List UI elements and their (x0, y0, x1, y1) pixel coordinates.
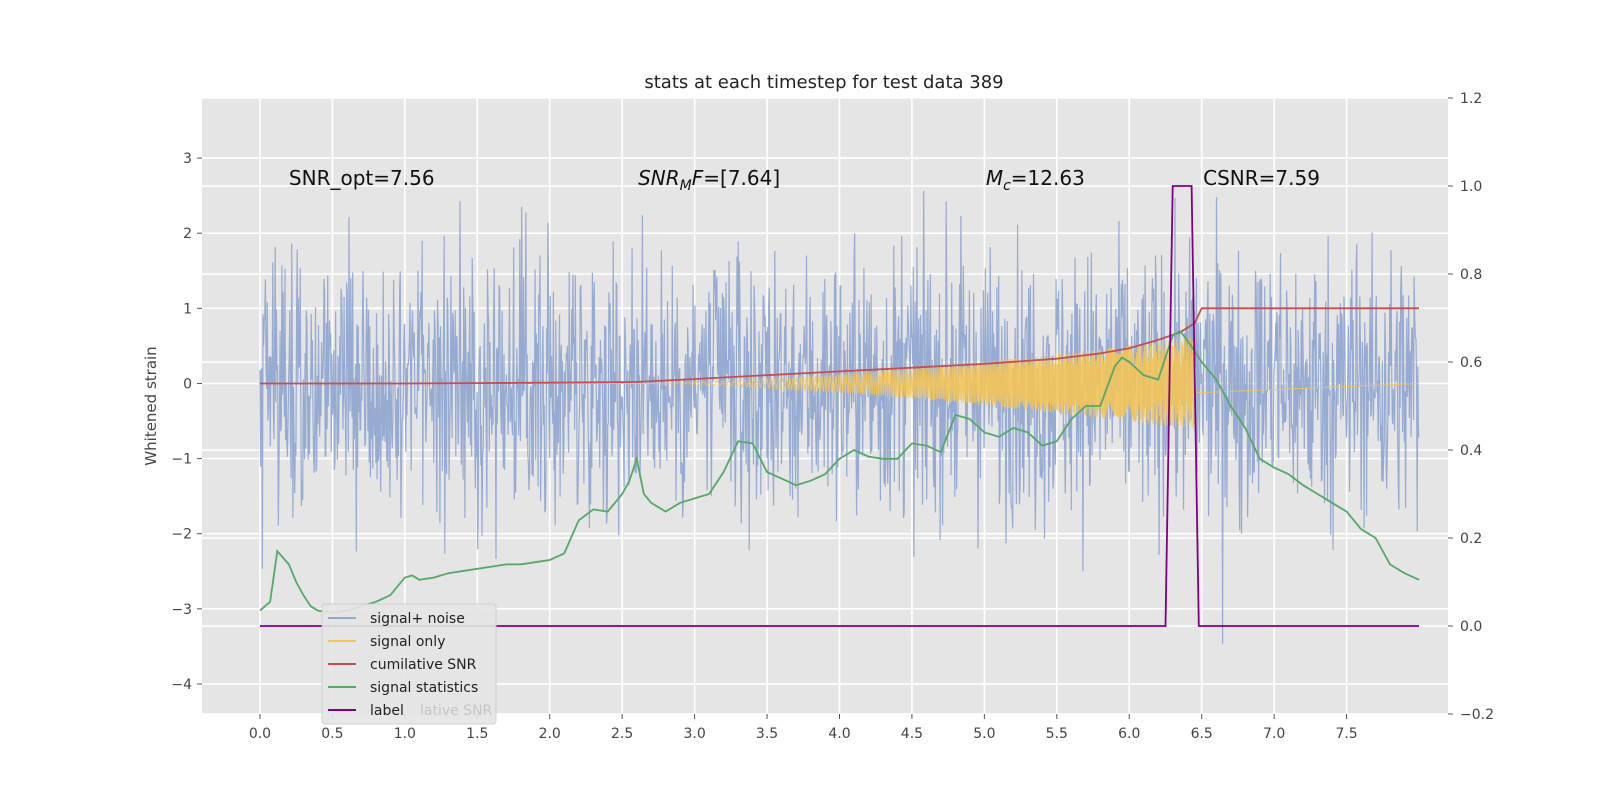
legend-hidden-text: lative SNR (420, 703, 493, 719)
x-tick-label: 6.5 (1191, 726, 1213, 742)
legend: signal+ noise signal only cumilative SNR si… (321, 603, 497, 725)
x-tick-label: 3.5 (756, 726, 778, 742)
annotation: SNR_opt=7.56 (289, 166, 435, 190)
x-tick-label: 4.0 (828, 726, 850, 742)
y-axis-label: Whitened strain (142, 346, 160, 465)
legend-box (321, 603, 497, 725)
annotation: CSNR=7.59 (1203, 166, 1320, 190)
series-line-signal-statistics (259, 330, 1420, 614)
series-lines (259, 185, 1420, 627)
x-tick-label: 1.5 (466, 726, 488, 742)
y2-tick-label: 1.0 (1460, 179, 1482, 195)
x-tick-label: 3.0 (683, 726, 705, 742)
y-axis-left: 3 2 1 0 −1 −2 −3 −4 (171, 151, 202, 693)
y-tick-label: −1 (171, 452, 192, 468)
y-tick-label: 0 (183, 376, 192, 392)
y2-tick-label: 0.8 (1460, 267, 1482, 283)
y2-tick-label: −0.2 (1460, 707, 1494, 723)
x-axis: 0.0 0.5 1.0 1.5 2.0 2.5 3.0 3.5 4.0 4.5 5.0 5.5 6.0 6… (249, 714, 1358, 742)
legend-entry: cumilative SNR (370, 657, 477, 673)
x-tick-label: 1.0 (394, 726, 416, 742)
x-tick-label: 6.0 (1118, 726, 1140, 742)
annotation-part: M (680, 178, 692, 194)
series-line-label (260, 185, 1419, 627)
x-tick-label: 7.0 (1263, 726, 1285, 742)
y-axis-right: 1.2 1.0 0.8 0.6 0.4 0.2 0.0 −0.2 (1448, 91, 1494, 723)
x-tick-label: 4.5 (901, 726, 923, 742)
annotation-part: SNR_opt=7.56 (289, 166, 435, 190)
y-tick-label: −3 (171, 602, 192, 618)
annotation-part: F (692, 166, 704, 190)
x-tick-label: 0.0 (249, 726, 271, 742)
y2-tick-label: 1.2 (1460, 91, 1482, 107)
chart-title: stats at each timestep for test data 389 (644, 72, 1003, 93)
y2-tick-label: 0.4 (1460, 443, 1482, 459)
series-signal-only (259, 337, 1420, 430)
annotation-part: c (1003, 178, 1011, 194)
annotation-part: M (986, 166, 1003, 190)
x-tick-label: 5.5 (1046, 726, 1068, 742)
y-tick-label: 2 (183, 226, 192, 242)
annotation-part: =[7.64] (703, 166, 780, 190)
y-tick-label: −2 (171, 527, 192, 543)
y2-tick-label: 0.0 (1460, 619, 1482, 635)
y2-tick-label: 0.6 (1460, 355, 1482, 371)
y-tick-label: 3 (183, 151, 192, 167)
annotation-part: SNR (638, 166, 680, 190)
annotation-part: =12.63 (1011, 166, 1085, 190)
legend-entry: signal statistics (370, 680, 478, 696)
x-tick-label: 7.5 (1335, 726, 1357, 742)
x-tick-label: 5.0 (973, 726, 995, 742)
y-tick-label: −4 (171, 677, 192, 693)
x-tick-label: 0.5 (321, 726, 343, 742)
y-tick-label: 1 (183, 301, 192, 317)
annotations: SNR_opt=7.56 SNRMF=[7.64] Mc=12.63 CSNR=7.5… (289, 166, 1320, 194)
legend-entry: signal+ noise (370, 611, 465, 627)
x-tick-label: 2.5 (611, 726, 633, 742)
annotation: Mc=12.63 (986, 166, 1085, 194)
annotation-part: CSNR=7.59 (1203, 166, 1320, 190)
x-tick-label: 2.0 (539, 726, 561, 742)
legend-entry: label (370, 703, 404, 719)
y2-tick-label: 0.2 (1460, 531, 1482, 547)
legend-entry: signal only (370, 634, 445, 650)
series-line-cumilative-snr (260, 307, 1419, 385)
chirp-trace (259, 337, 1420, 430)
annotation: SNRMF=[7.64] (638, 166, 780, 194)
